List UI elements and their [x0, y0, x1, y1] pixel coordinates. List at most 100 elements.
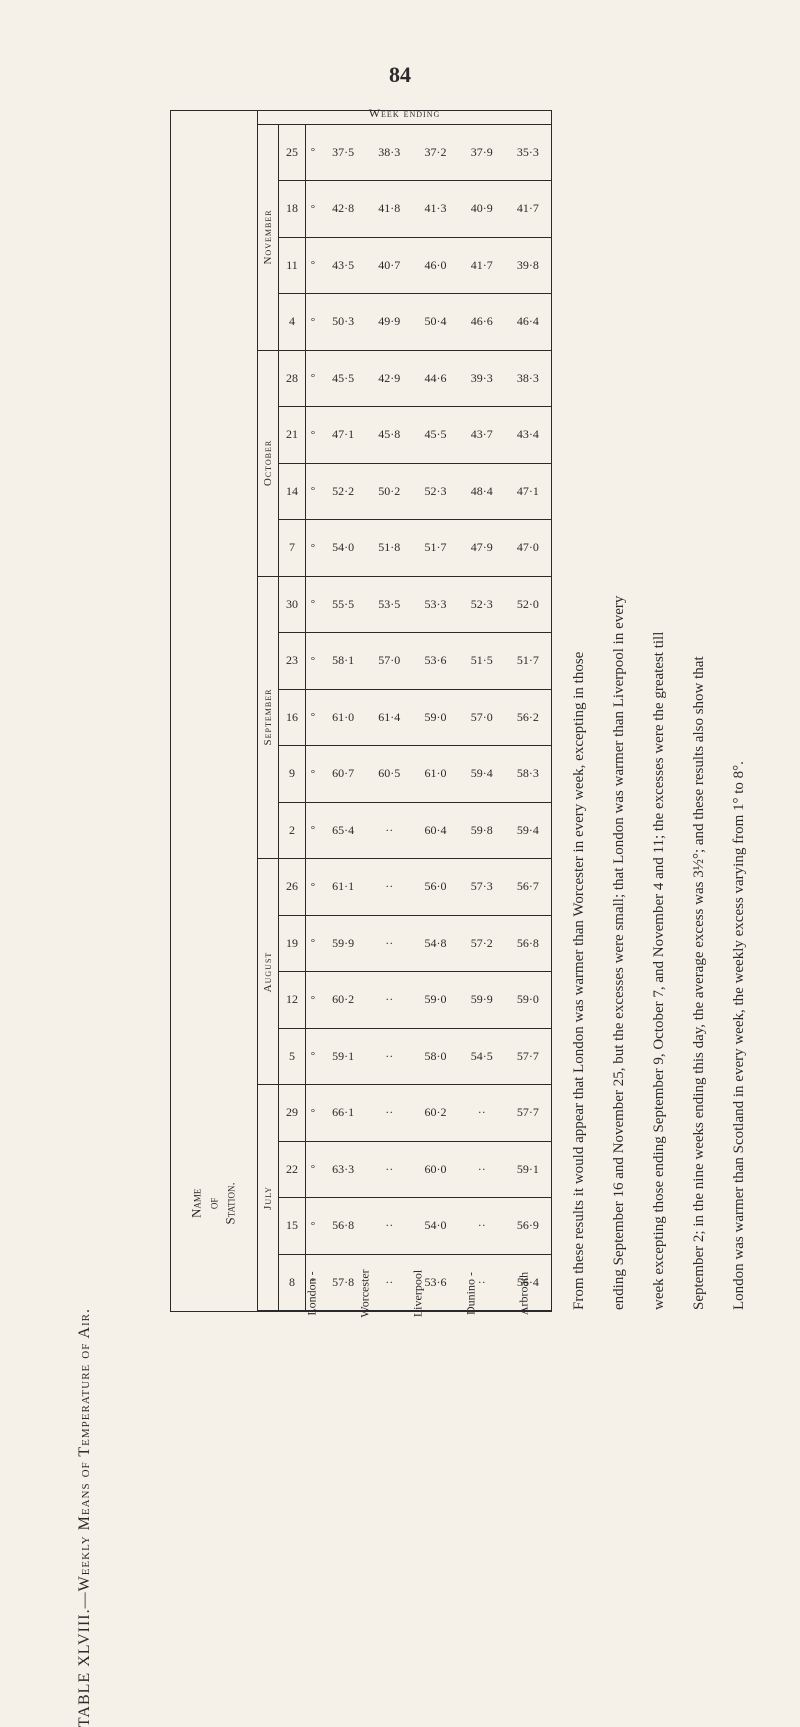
- value-cell: 54·0: [320, 540, 366, 555]
- value-cell: 65·4: [320, 823, 366, 838]
- value-cell: ··: [366, 1049, 412, 1064]
- value-cell: 52·3: [412, 484, 458, 499]
- value-cell: 57·3: [459, 879, 505, 894]
- value-cell: 59·9: [459, 992, 505, 1007]
- value-cell: 58·3: [505, 766, 551, 781]
- day-cell: 21: [279, 407, 306, 463]
- value-cell: 47·1: [320, 427, 366, 442]
- degree-symbol: °: [306, 203, 320, 215]
- value-cell: 37·5: [320, 145, 366, 160]
- value-cell: 52·3: [459, 597, 505, 612]
- month-label: July: [258, 1085, 279, 1310]
- value-cell: 60·2: [320, 992, 366, 1007]
- value-cell: 47·1: [505, 484, 551, 499]
- paragraph-line: week excepting those ending September 9,…: [648, 110, 671, 1310]
- day-cell: 14: [279, 464, 306, 520]
- value-cell: 40·7: [366, 258, 412, 273]
- day-cell: 12: [279, 972, 306, 1028]
- value-cell: 57·7: [505, 1049, 551, 1064]
- data-row: 19°59·9··54·857·256·8: [279, 915, 551, 972]
- value-cell: 38·3: [366, 145, 412, 160]
- data-row: 9°60·760·561·059·458·3: [279, 745, 551, 802]
- day-cell: 2: [279, 803, 306, 859]
- value-cell: 59·1: [320, 1049, 366, 1064]
- paragraph-line: London was warmer than Scotland in every…: [728, 110, 751, 1310]
- value-cell: 45·5: [412, 427, 458, 442]
- value-cell: 51·5: [459, 653, 505, 668]
- degree-symbol: °: [306, 429, 320, 441]
- value-cell: 42·8: [320, 201, 366, 216]
- degree-symbol: °: [306, 881, 320, 893]
- data-row: 23°58·157·053·651·551·7: [279, 632, 551, 689]
- value-cell: 60·4: [412, 823, 458, 838]
- value-cell: 54·5: [459, 1049, 505, 1064]
- value-cell: 35·3: [505, 145, 551, 160]
- data-row: 5°59·1··58·054·557·7: [279, 1028, 551, 1085]
- name-column: Name of Station.: [171, 111, 258, 1311]
- data-row: 26°61·1··56·057·356·7: [279, 859, 551, 915]
- degree-symbol: °: [306, 146, 320, 158]
- degree-symbol: °: [306, 1050, 320, 1062]
- value-cell: 66·1: [320, 1105, 366, 1120]
- data-row: 29°66·1··60·2··57·7: [279, 1085, 551, 1141]
- data-row: 28°45·542·944·639·338·3: [279, 351, 551, 407]
- degree-symbol: °: [306, 1220, 320, 1232]
- degree-symbol: °: [306, 824, 320, 836]
- day-cell: 25: [279, 125, 306, 181]
- day-cell: 8: [279, 1255, 306, 1311]
- page-number: 84: [389, 62, 411, 88]
- value-cell: 59·8: [459, 823, 505, 838]
- degree-symbol: °: [306, 259, 320, 271]
- data-row: 2°65·4··60·459·859·4: [279, 802, 551, 859]
- value-cell: 50·3: [320, 314, 366, 329]
- value-cell: ··: [366, 1105, 412, 1120]
- day-cell: 5: [279, 1029, 306, 1085]
- value-cell: 41·7: [459, 258, 505, 273]
- station-header-row: London - Worcester Liverpool Dunino - Ar…: [258, 1310, 551, 1311]
- value-cell: 60·2: [412, 1105, 458, 1120]
- value-cell: 40·9: [459, 201, 505, 216]
- value-cell: 46·0: [412, 258, 458, 273]
- value-cell: 57·0: [366, 653, 412, 668]
- value-cell: 42·9: [366, 371, 412, 386]
- value-cell: 59·0: [505, 992, 551, 1007]
- day-cell: 22: [279, 1142, 306, 1198]
- value-cell: 41·3: [412, 201, 458, 216]
- degree-symbol: °: [306, 372, 320, 384]
- value-cell: ··: [366, 879, 412, 894]
- value-cell: ··: [459, 1218, 505, 1233]
- data-row: 7°54·051·851·747·947·0: [279, 519, 551, 576]
- day-cell: 23: [279, 633, 306, 689]
- day-cell: 18: [279, 181, 306, 237]
- value-cell: 37·9: [459, 145, 505, 160]
- month-block: September2°65·4··60·459·859·49°60·760·56…: [258, 576, 551, 859]
- day-cell: 7: [279, 520, 306, 576]
- value-cell: 39·3: [459, 371, 505, 386]
- paragraph-line: September 2; in the nine weeks ending th…: [688, 110, 711, 1310]
- value-cell: 56·8: [320, 1218, 366, 1233]
- data-row: 22°63·3··60·0··59·1: [279, 1141, 551, 1198]
- day-cell: 11: [279, 238, 306, 294]
- degree-symbol: °: [306, 316, 320, 328]
- data-area: London - Worcester Liverpool Dunino - Ar…: [258, 111, 551, 1311]
- value-cell: ··: [459, 1162, 505, 1177]
- value-cell: ··: [366, 936, 412, 951]
- month-label: November: [258, 125, 279, 350]
- paragraph-line: ending September 16 and November 25, but…: [608, 110, 631, 1310]
- value-cell: ··: [366, 823, 412, 838]
- value-cell: 41·7: [505, 201, 551, 216]
- value-cell: 59·4: [505, 823, 551, 838]
- data-row: 14°52·250·252·348·447·1: [279, 463, 551, 520]
- value-cell: 43·5: [320, 258, 366, 273]
- value-cell: 51·7: [412, 540, 458, 555]
- value-cell: 51·7: [505, 653, 551, 668]
- value-cell: 44·6: [412, 371, 458, 386]
- value-cell: 46·4: [505, 314, 551, 329]
- value-cell: 56·0: [412, 879, 458, 894]
- value-cell: 59·0: [412, 710, 458, 725]
- value-cell: 52·0: [505, 597, 551, 612]
- data-row: 16°61·061·459·057·056·2: [279, 689, 551, 746]
- day-cell: 19: [279, 916, 306, 972]
- value-cell: 63·3: [320, 1162, 366, 1177]
- main-table: Name of Station. London - Worcester Live…: [170, 110, 552, 1312]
